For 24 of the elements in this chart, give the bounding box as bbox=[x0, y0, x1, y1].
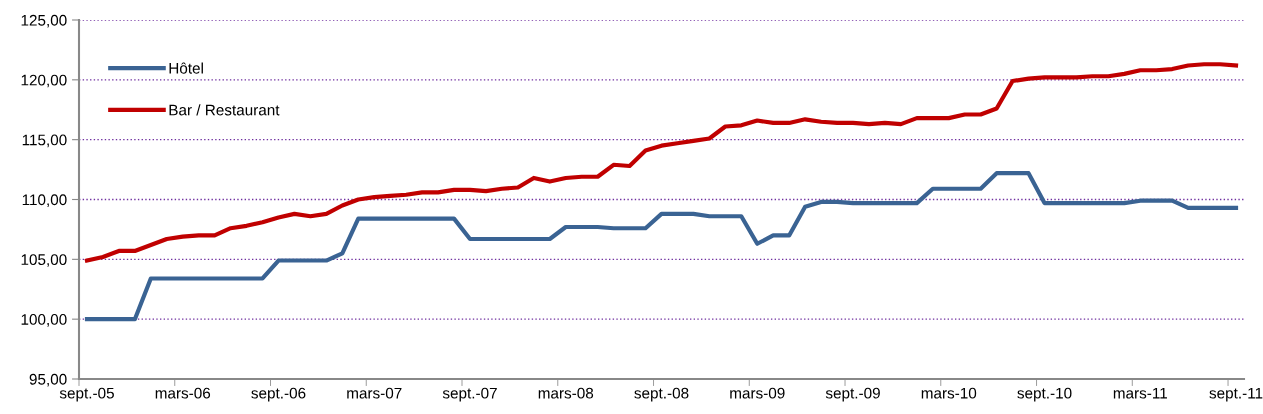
x-tick-label: mars-10 bbox=[921, 387, 977, 399]
line-series bbox=[84, 62, 1239, 263]
y-tick-label: 120,00 bbox=[21, 74, 67, 88]
x-tick-label: mars-06 bbox=[155, 387, 211, 399]
x-tick-label: sept.-08 bbox=[634, 387, 689, 402]
line-series bbox=[84, 171, 1239, 322]
y-tick-label: 95,00 bbox=[29, 373, 67, 387]
x-tick-label: sept.-06 bbox=[251, 387, 306, 402]
x-tick-label: sept.-10 bbox=[1017, 387, 1072, 402]
legend-label: Hôtel bbox=[169, 62, 203, 74]
x-tick-label: mars-11 bbox=[1113, 387, 1167, 399]
x-tick-label: mars-09 bbox=[730, 387, 785, 399]
y-tick-label: 105,00 bbox=[21, 254, 67, 267]
x-tick-label: sept.-07 bbox=[442, 387, 497, 402]
y-tick-label: 125,00 bbox=[21, 14, 67, 28]
x-tick-label: sept.-09 bbox=[825, 387, 880, 402]
legend-label: Bar / Restaurant bbox=[169, 104, 280, 116]
x-tick-label: sept.-11 bbox=[1209, 387, 1263, 402]
x-tick-label: mars-07 bbox=[347, 387, 402, 399]
y-tick-label: 115,00 bbox=[22, 134, 67, 148]
y-tick-label: 110,00 bbox=[22, 194, 67, 207]
y-tick-label: 100,00 bbox=[21, 314, 67, 327]
x-tick-label: sept.-05 bbox=[59, 387, 114, 402]
x-tick-label: mars-08 bbox=[538, 387, 594, 399]
